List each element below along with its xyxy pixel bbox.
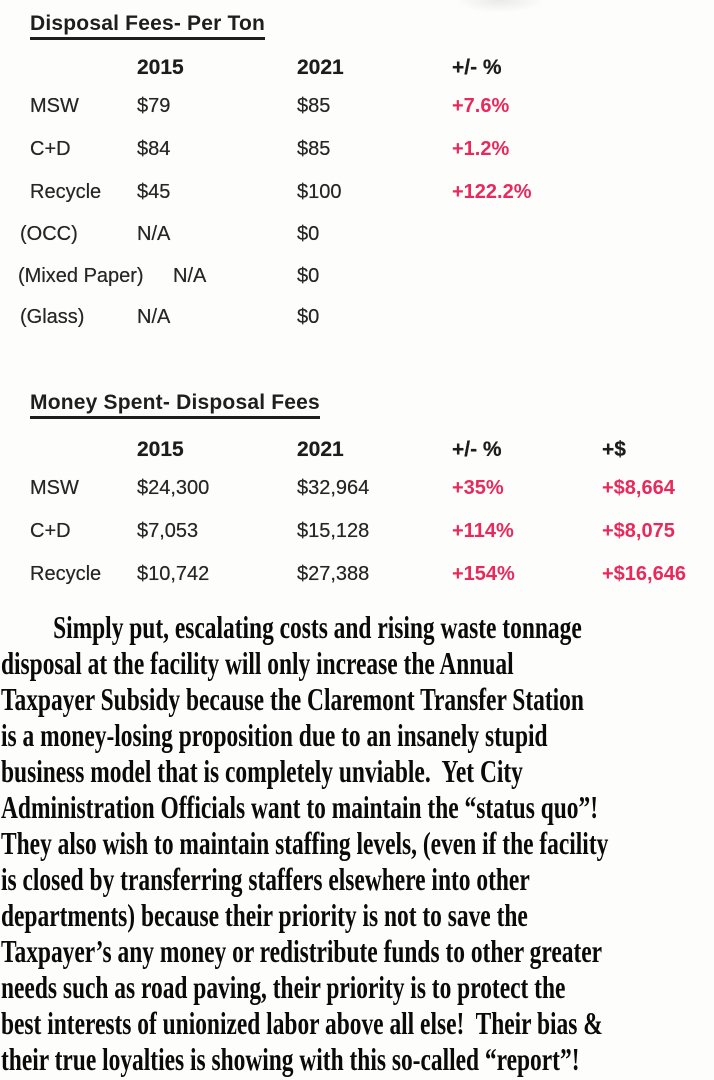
value-dollar-delta: +$8,664 bbox=[602, 477, 675, 499]
value-2015: $45 bbox=[137, 181, 171, 203]
row-label: MSW bbox=[30, 477, 79, 499]
value-2021: $85 bbox=[297, 95, 331, 117]
paragraph-line: Administration Officials want to maintai… bbox=[1, 790, 599, 825]
value-2015: $79 bbox=[137, 95, 171, 117]
value-2021: $15,128 bbox=[297, 520, 370, 542]
value-2015: $84 bbox=[137, 138, 171, 160]
value-pct: +1.2% bbox=[452, 138, 510, 160]
value-pct: +154% bbox=[452, 563, 515, 585]
table-row: (Mixed Paper) N/A $0 bbox=[0, 265, 714, 291]
column-header-pct: +/- % bbox=[452, 438, 502, 461]
row-label: C+D bbox=[30, 520, 71, 542]
paragraph-line: is closed by transferring staffers elsew… bbox=[1, 862, 530, 897]
value-pct: +7.6% bbox=[452, 95, 510, 117]
table-row: MSW $24,300 $32,964 +35% +$8,664 bbox=[0, 477, 714, 503]
paragraph-line: needs such as road paving, their priorit… bbox=[1, 970, 566, 1005]
table-row: (Glass) N/A $0 bbox=[0, 306, 714, 332]
table-title-disposal-fees: Disposal Fees- Per Ton bbox=[30, 12, 266, 40]
column-header-2021: 2021 bbox=[297, 438, 344, 461]
paragraph-line: Taxpayer Subsidy because the Claremont T… bbox=[1, 682, 584, 717]
value-2021: $85 bbox=[297, 138, 331, 160]
value-pct: +114% bbox=[452, 520, 514, 542]
paragraph-line: best interests of unionized labor above … bbox=[1, 1006, 603, 1041]
row-label: MSW bbox=[30, 95, 79, 117]
column-header-dollar-delta: +$ bbox=[602, 438, 626, 461]
value-2021: $0 bbox=[297, 265, 320, 287]
column-header-2021: 2021 bbox=[297, 56, 344, 79]
value-2015: $24,300 bbox=[137, 477, 210, 499]
value-2015: N/A bbox=[137, 306, 171, 328]
value-2021: $0 bbox=[297, 306, 320, 328]
table-row: Recycle $10,742 $27,388 +154% +$16,646 bbox=[0, 563, 714, 589]
value-dollar-delta: +$8,075 bbox=[602, 520, 675, 542]
table-row: Recycle $45 $100 +122.2% bbox=[0, 181, 714, 207]
row-label: Recycle bbox=[30, 181, 102, 203]
table-header-row: 2015 2021 +/- % bbox=[0, 56, 714, 82]
row-label: C+D bbox=[30, 138, 71, 160]
value-2021: $100 bbox=[297, 181, 342, 203]
table-row: C+D $7,053 $15,128 +114% +$8,075 bbox=[0, 520, 714, 546]
paragraph-line: departments) because their priority is n… bbox=[1, 898, 528, 933]
value-2021: $0 bbox=[297, 223, 320, 245]
paragraph-line: Simply put, escalating costs and rising … bbox=[53, 610, 582, 645]
value-pct: +122.2% bbox=[452, 181, 532, 203]
row-label: (Mixed Paper) bbox=[18, 265, 144, 287]
value-dollar-delta: +$16,646 bbox=[602, 563, 686, 585]
scan-artifact-smudge bbox=[455, 0, 545, 13]
value-2015: $7,053 bbox=[137, 520, 199, 542]
value-2021: $27,388 bbox=[297, 563, 370, 585]
table-row: C+D $84 $85 +1.2% bbox=[0, 138, 714, 164]
table-title-money-spent: Money Spent- Disposal Fees bbox=[30, 391, 320, 419]
row-label: (OCC) bbox=[20, 223, 78, 245]
value-pct: +35% bbox=[452, 477, 504, 499]
table-row: (OCC) N/A $0 bbox=[0, 223, 714, 249]
table-header-row: 2015 2021 +/- % +$ bbox=[0, 438, 714, 464]
row-label: Recycle bbox=[30, 563, 102, 585]
paragraph-line: their true loyalties is showing with thi… bbox=[1, 1042, 580, 1077]
value-2021: $32,964 bbox=[297, 477, 370, 499]
row-label: (Glass) bbox=[20, 306, 85, 328]
table-row: MSW $79 $85 +7.6% bbox=[0, 95, 714, 121]
column-header-2015: 2015 bbox=[137, 56, 184, 79]
value-2015: $10,742 bbox=[137, 563, 210, 585]
paragraph-line: disposal at the facility will only incre… bbox=[1, 646, 514, 681]
paragraph-line: They also wish to maintain staffing leve… bbox=[1, 826, 609, 861]
value-2015: N/A bbox=[173, 265, 207, 287]
paragraph-line: is a money-losing proposition due to an … bbox=[1, 718, 548, 753]
paragraph-line: Taxpayer’s any money or redistribute fun… bbox=[1, 934, 603, 969]
commentary-paragraph: Simply put, escalating costs and rising … bbox=[1, 610, 714, 1078]
column-header-2015: 2015 bbox=[137, 438, 184, 461]
column-header-pct: +/- % bbox=[452, 56, 502, 79]
value-2015: N/A bbox=[137, 223, 171, 245]
paragraph-line: business model that is completely unviab… bbox=[1, 754, 523, 789]
